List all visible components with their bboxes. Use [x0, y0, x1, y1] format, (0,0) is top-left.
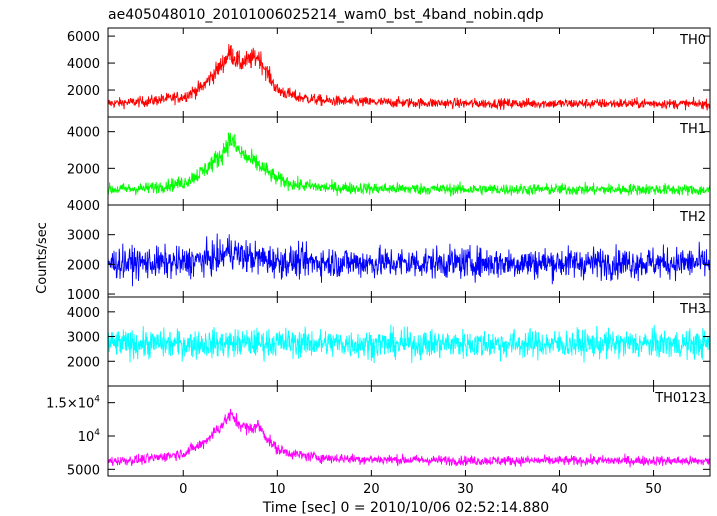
x-tick-label: 20	[363, 482, 380, 497]
y-tick-label-th1: 4000	[67, 126, 100, 141]
y-tick-label-th0123: 5000	[67, 463, 100, 478]
y-tick-label-th2: 3000	[67, 229, 100, 244]
x-tick-label: 40	[551, 482, 568, 497]
y-tick-label-th1: 2000	[67, 162, 100, 177]
y-tick-label-th0123: 104	[78, 428, 101, 445]
y-axis-label: Counts/sec	[35, 222, 50, 294]
series-line-th2	[107, 233, 711, 287]
panel-label-th0123: TH0123	[654, 391, 706, 406]
y-tick-label-th3: 4000	[67, 306, 100, 321]
series-line-th0123	[107, 408, 711, 468]
panel-label-th3: TH3	[679, 302, 706, 317]
y-tick-label-th2: 4000	[67, 199, 100, 214]
y-tick-label-th0: 2000	[67, 84, 100, 99]
panel-label-th2: TH2	[679, 210, 706, 225]
series-line-th3	[107, 324, 711, 364]
series-line-th0	[107, 43, 711, 111]
panel-frame-th0123	[107, 385, 711, 477]
y-tick-label-th3: 2000	[67, 355, 100, 370]
panel-label-th1: TH1	[679, 122, 706, 137]
x-tick-label: 50	[645, 482, 662, 497]
y-tick-label-th0123: 1.5×104	[46, 395, 100, 412]
y-tick-label-th2: 1000	[67, 288, 100, 303]
panels-group: 2000 4000 6000 TH0 2000 4000 TH1 1000 2000 3000 40…	[46, 27, 711, 497]
y-tick-label-th0: 4000	[67, 57, 100, 72]
x-tick-label: 10	[269, 482, 286, 497]
panel-label-th0: TH0	[679, 33, 706, 48]
x-axis-label: Time [sec] 0 = 2010/10/06 02:52:14.880	[262, 500, 549, 516]
y-tick-label-th0: 6000	[67, 30, 100, 45]
x-tick-label: 0	[179, 482, 187, 497]
series-line-th1	[107, 132, 711, 197]
y-tick-label-th3: 3000	[67, 331, 100, 346]
x-tick-label: 30	[457, 482, 474, 497]
y-tick-label-th2: 2000	[67, 258, 100, 273]
chart-title: ae405048010_20101006025214_wam0_bst_4ban…	[108, 7, 544, 23]
